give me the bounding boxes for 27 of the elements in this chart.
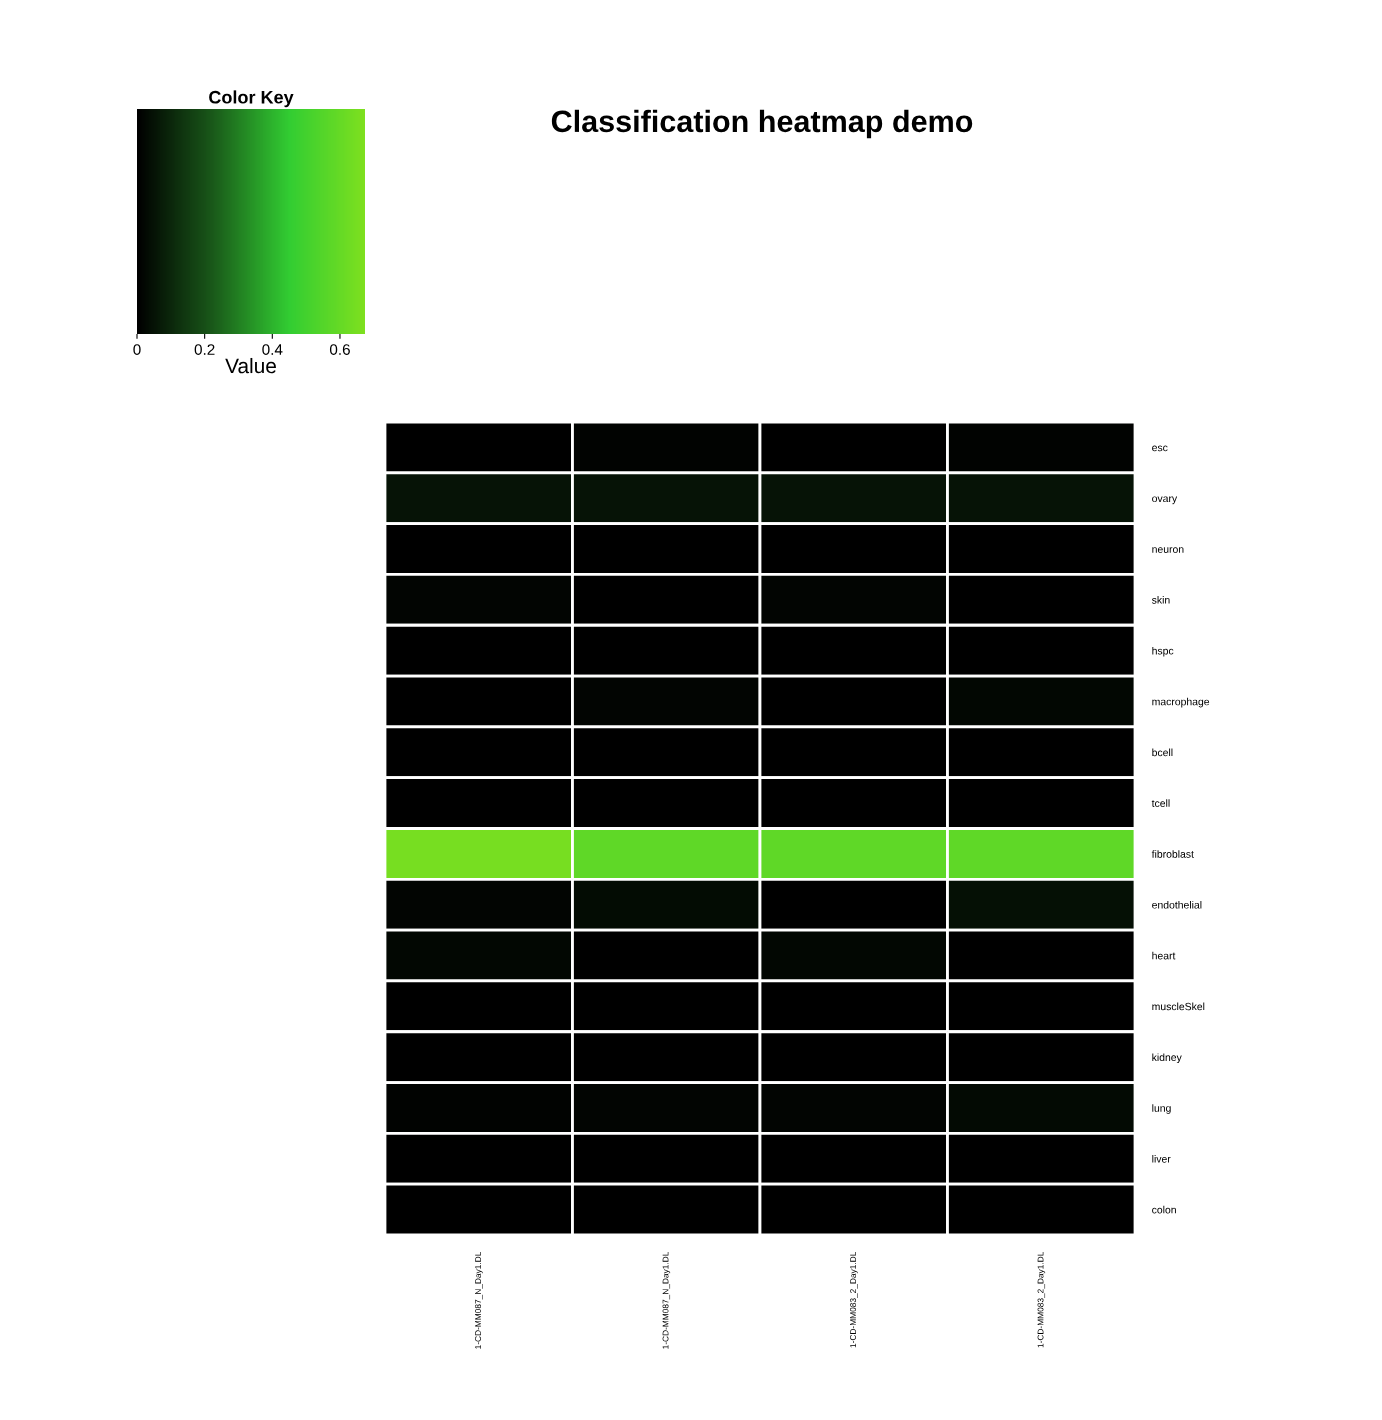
y-tick-label: neuron	[1152, 547, 1184, 553]
y-tick-label: skin	[1151, 596, 1170, 604]
y-tick-label: tcell	[1151, 799, 1170, 807]
y-tick-label: colon	[1152, 1205, 1176, 1214]
y-tick-label: esc	[1152, 445, 1168, 452]
legend-title: Color Key	[209, 90, 294, 108]
y-tick-label: endothelial	[1152, 900, 1202, 909]
y-tick-label: macrophage	[1152, 697, 1210, 708]
color-bar-label: 0.2	[194, 344, 215, 355]
color-bar-label: 0.6	[329, 344, 350, 355]
color-bar-label: 0.4	[262, 344, 283, 355]
x-tick-label: 1-CD-MM083_2_Day1.DL	[1037, 1251, 1046, 1348]
y-tick-label: fibroblast	[1151, 850, 1194, 858]
x-tick-label: 1-CD-MM087_N_Day1.DL	[662, 1251, 671, 1349]
y-tick-label: bcell	[1152, 748, 1173, 757]
x-tick-label: 1-CD-MM083_2_Day1.DL	[850, 1251, 858, 1348]
color-bar-title: Value	[225, 357, 276, 374]
chart-title: Classification heatmap demo	[551, 109, 973, 139]
color-bar-label: 0	[133, 344, 141, 355]
y-tick-label: heart	[1152, 951, 1176, 960]
y-tick-label: lung	[1152, 1104, 1171, 1114]
y-tick-label: kidney	[1152, 1053, 1182, 1064]
x-tick-label: 1-CD-MM087_N_Day1.DL	[475, 1251, 483, 1349]
y-tick-label: ovary	[1152, 496, 1178, 505]
y-tick-label: liver	[1152, 1155, 1171, 1163]
y-tick-label: hspc	[1152, 646, 1174, 657]
y-tick-label: muscleSkel	[1152, 1002, 1205, 1011]
